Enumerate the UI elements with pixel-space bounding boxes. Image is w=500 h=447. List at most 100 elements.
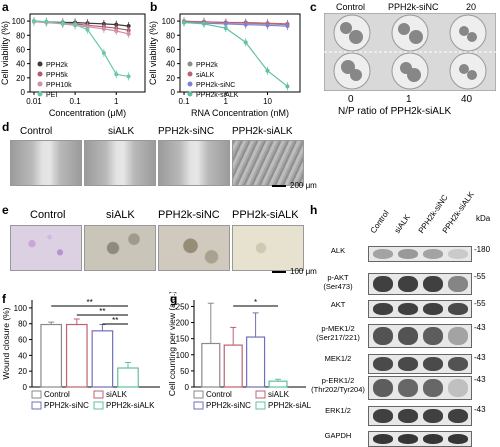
x-axis-label: Concentration (μM) <box>49 108 126 118</box>
x-tick-label: 1 <box>114 97 119 106</box>
chart-a: 0 20 40 60 80 100 0.01 0.1 1 Concentration (μM) Ce… <box>0 13 146 118</box>
band <box>398 379 418 397</box>
data-point <box>31 19 36 24</box>
band <box>423 434 443 444</box>
legend-swatch <box>255 401 266 410</box>
bar-2 <box>246 336 266 388</box>
y-tick-label: 20 <box>16 74 25 83</box>
band <box>398 303 418 315</box>
y-tick-label: 100 <box>176 351 190 360</box>
y-tick-label: 200 <box>176 319 190 328</box>
band <box>373 276 393 292</box>
culture-plate <box>324 13 496 91</box>
band <box>448 379 468 397</box>
band <box>423 379 443 397</box>
transwell-image-siALK2 <box>232 225 304 271</box>
band <box>448 409 468 423</box>
wound-image-control <box>10 140 82 186</box>
y-axis-label: Cell viability (%) <box>148 21 158 85</box>
legend-label: PPH2k-siALK <box>268 401 311 410</box>
legend-swatch <box>31 390 42 399</box>
sig-mark: ** <box>99 307 105 316</box>
band <box>373 327 393 345</box>
panel-label-c: c <box>310 0 317 14</box>
blot-row-3 <box>368 324 472 348</box>
panel-d: Control siALK PPH2k-siNC PPH2k-siALK 200… <box>10 126 317 196</box>
data-point <box>285 84 290 89</box>
d-scalebar-label: 200 μm <box>290 181 317 190</box>
blot-label-6: ERK1/2 <box>325 406 351 415</box>
transwell-image-siALK <box>84 225 156 271</box>
legend-marker <box>187 91 193 97</box>
legend-label: PPH2k <box>46 62 68 69</box>
legend-marker <box>37 61 43 67</box>
band <box>448 303 468 315</box>
data-point <box>85 27 90 32</box>
bar-3 <box>117 367 139 388</box>
data-point <box>126 24 131 29</box>
x-tick-label: 0.01 <box>26 97 42 106</box>
e-scalebar-label: 100 μm <box>290 267 317 276</box>
data-point <box>285 24 290 29</box>
band <box>398 409 418 423</box>
band <box>423 249 443 259</box>
x-tick-label: 1 <box>224 97 229 106</box>
bar-2 <box>91 330 114 388</box>
y-tick-label: 0 <box>185 383 190 392</box>
band <box>423 409 443 423</box>
data-point <box>182 20 187 25</box>
y-tick-label: 100 <box>12 17 26 26</box>
legend-label: PPH10k <box>46 82 72 89</box>
legend-label: siALK <box>106 390 128 399</box>
band <box>423 357 443 371</box>
legend-marker <box>187 81 193 87</box>
panel-label-a: a <box>2 0 9 14</box>
legend-label: PEI <box>46 92 57 99</box>
blot-row-4 <box>368 354 472 374</box>
np-tick-0: 0 <box>348 94 354 105</box>
data-point <box>126 31 131 36</box>
legend-swatch <box>193 401 204 410</box>
blot-label-2: AKT <box>330 300 346 309</box>
band <box>423 327 443 345</box>
plot-frame <box>29 13 146 93</box>
y-tick-label: 80 <box>166 31 175 40</box>
plate-label-siNC: PPH2k-siNC <box>388 2 439 12</box>
legend-label: siALK <box>268 390 290 399</box>
y-tick-label: 40 <box>16 60 25 69</box>
plate-label-control: Control <box>336 2 366 12</box>
legend-swatch <box>193 390 204 399</box>
data-point <box>126 74 131 79</box>
band <box>398 327 418 345</box>
panel-label-f: f <box>2 292 6 306</box>
blot-label-0: ALK <box>330 246 346 255</box>
np-tick-40: 40 <box>461 94 473 105</box>
legend-label: PPH2k-siALK <box>106 401 155 410</box>
data-point <box>101 51 106 55</box>
panel-label-b: b <box>150 0 158 14</box>
band <box>423 276 443 292</box>
legend-marker <box>187 71 193 77</box>
band <box>373 303 393 315</box>
sig-mark: * <box>254 298 257 307</box>
sig-mark: ** <box>112 316 118 325</box>
legend-label: PPH2k-siALK <box>196 92 239 99</box>
mw-marker-1: -55 <box>474 272 486 281</box>
legend-label: PPH5k <box>46 72 68 79</box>
blot-label-7: GAPDH <box>324 431 352 440</box>
band <box>448 434 468 444</box>
mw-marker-4: -43 <box>474 353 486 362</box>
band <box>448 357 468 371</box>
bar-1 <box>65 323 88 388</box>
plate-label-20: 20 <box>466 2 477 12</box>
panel-c: Control PPH2k-siNC 20 0 1 40 N/P ratio o… <box>318 0 500 120</box>
d-title-siALK2: PPH2k-siALK <box>232 126 293 137</box>
band <box>398 434 418 444</box>
panel-label-g: g <box>170 292 178 306</box>
y-tick-label: 80 <box>16 31 25 40</box>
d-title-siNC: PPH2k-siNC <box>158 126 215 137</box>
x-axis-label: RNA Concentration (nM) <box>191 108 289 118</box>
legend-marker <box>37 91 43 97</box>
data-point <box>265 68 270 73</box>
